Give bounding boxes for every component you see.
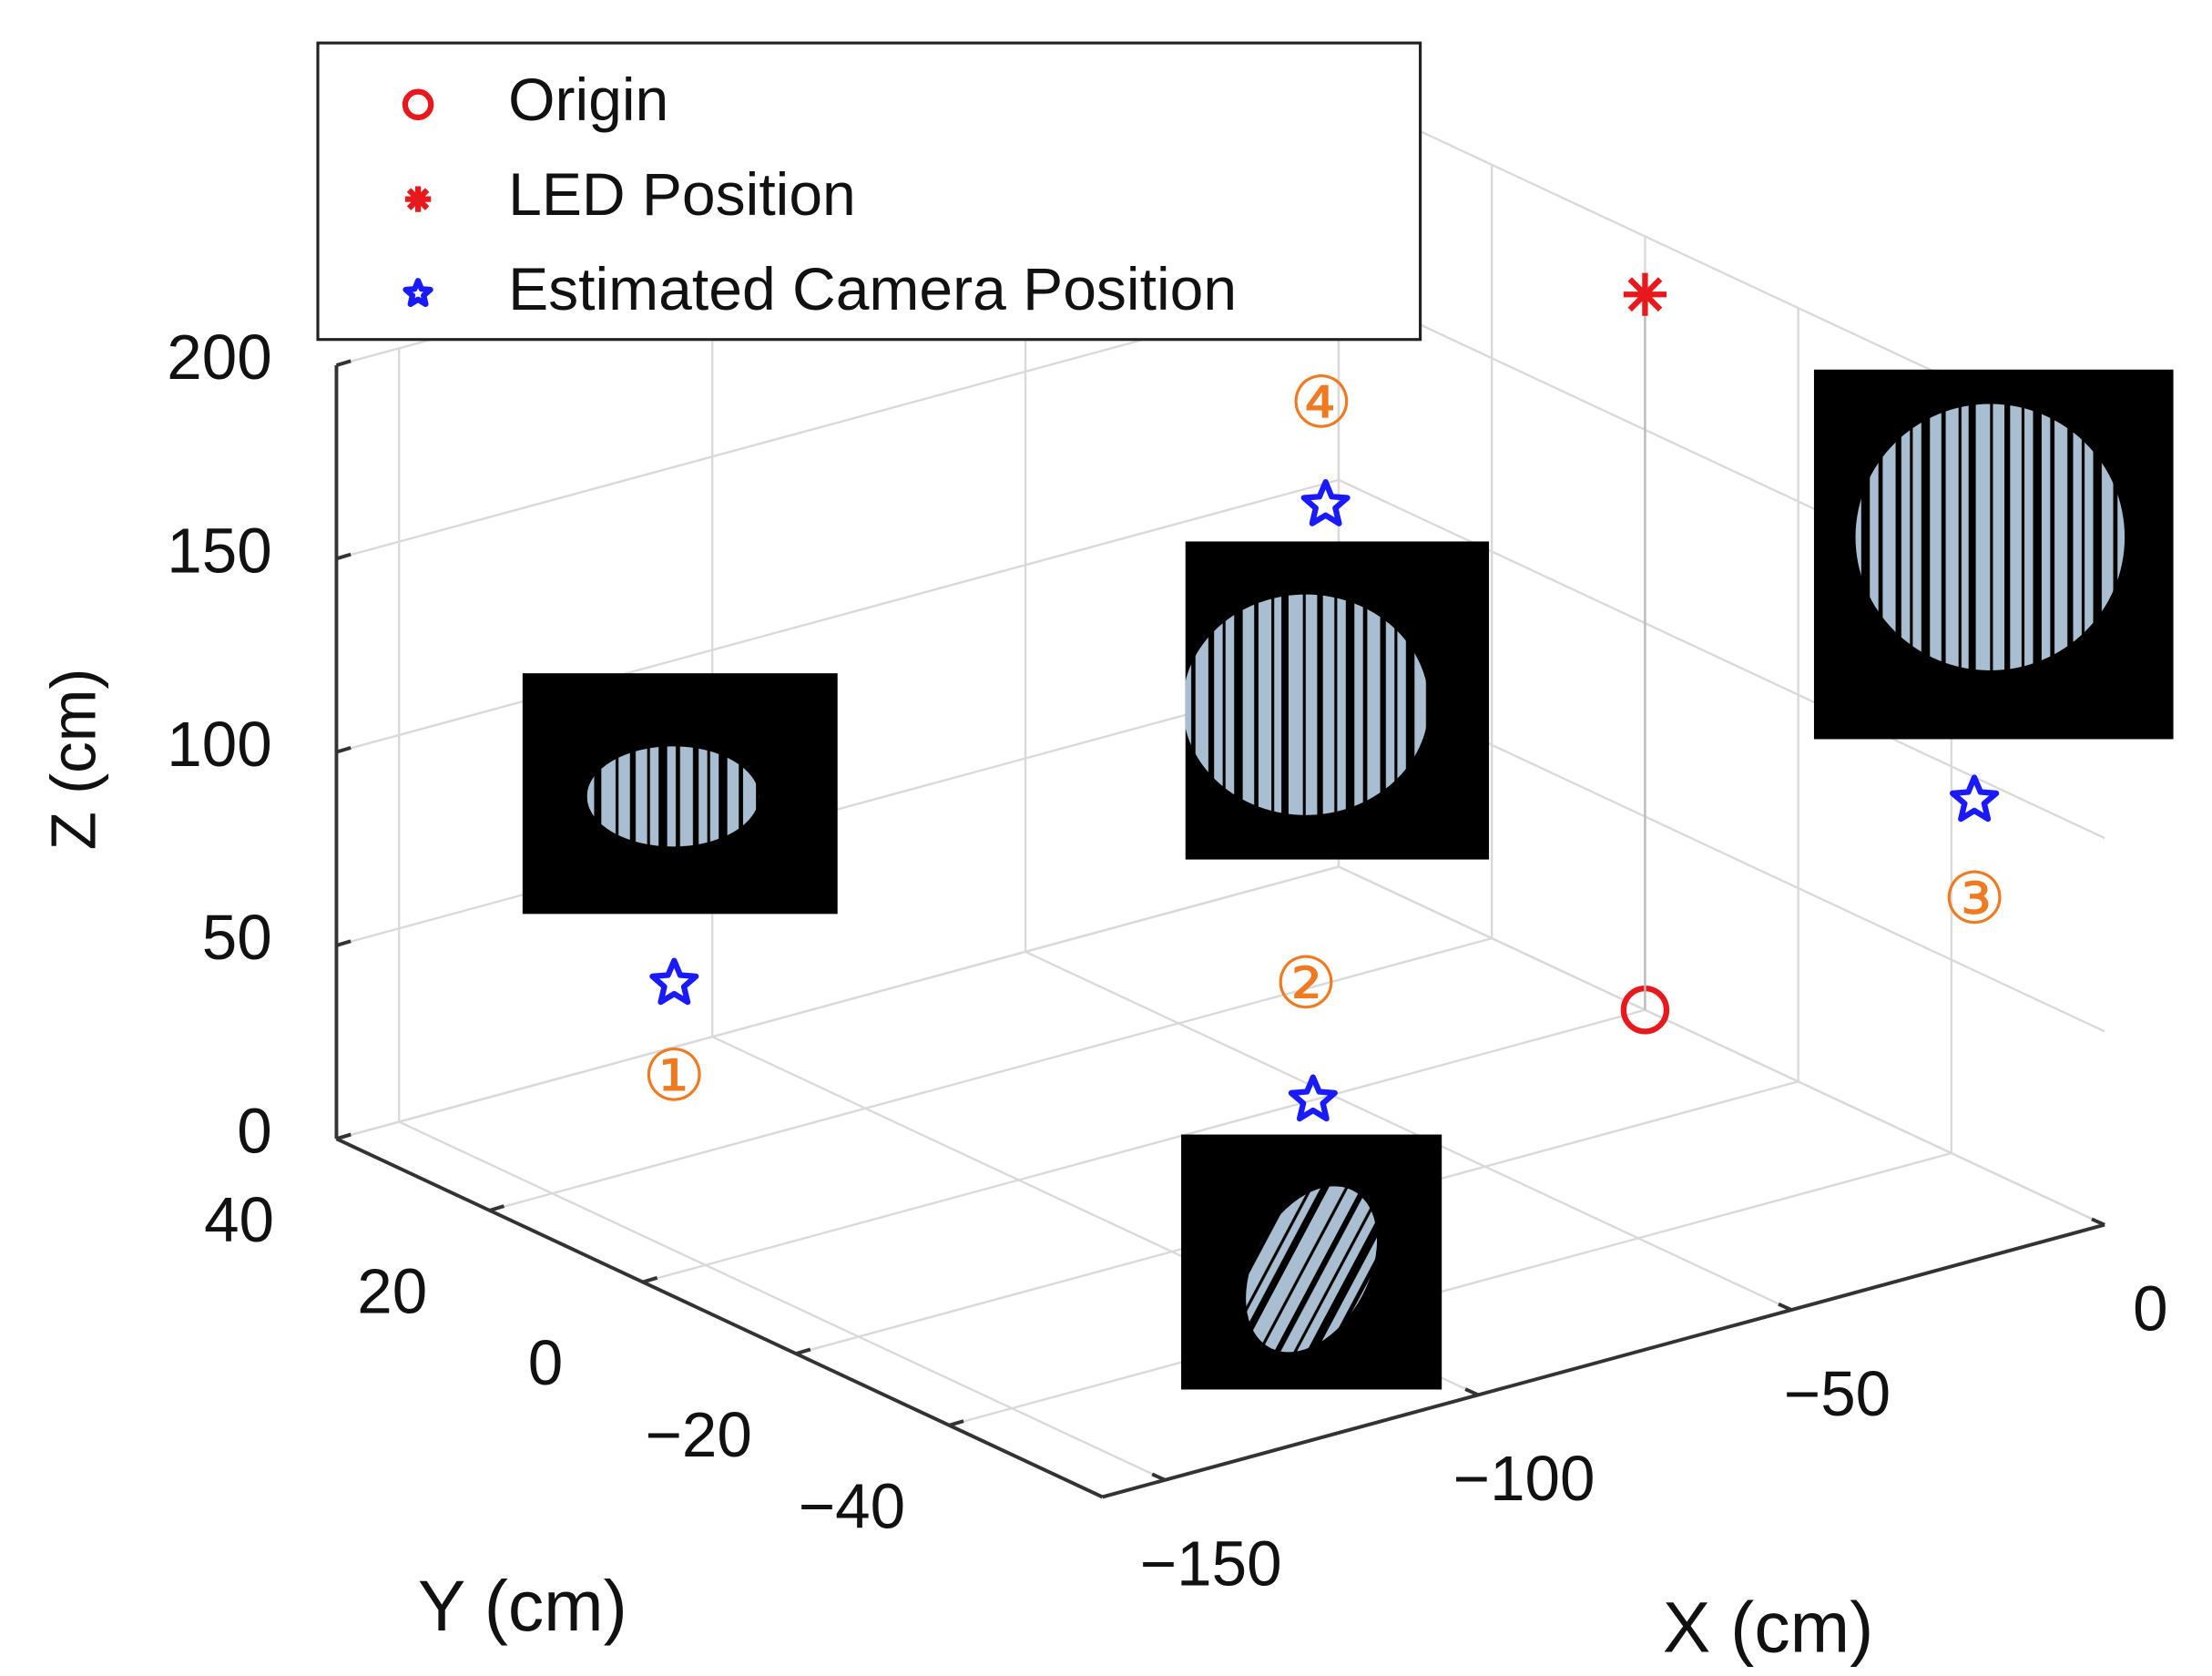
x-tick-label: −100: [1453, 1443, 1595, 1514]
x-tick: [1464, 1387, 1480, 1397]
z-tick-label: 200: [167, 322, 271, 393]
point-label: ③: [1942, 856, 2006, 940]
z-tick: [335, 552, 352, 561]
marker-star: [403, 278, 433, 308]
grid-line: [398, 1120, 1166, 1481]
marker-circle: [402, 88, 434, 121]
inset-image: [1185, 541, 1490, 860]
legend: Origin LED Position Estimated Camera Posit…: [316, 41, 1422, 342]
marker-star: [1949, 774, 2000, 823]
z-tick: [335, 746, 352, 754]
x-axis-label: X (cm): [1663, 1588, 1873, 1668]
inset-image: [1181, 1134, 1442, 1390]
y-tick-label: 20: [357, 1256, 427, 1327]
z-tick-label: 0: [237, 1095, 271, 1166]
y-tick-label: −40: [799, 1470, 905, 1541]
x-tick-label: 0: [2133, 1272, 2167, 1344]
legend-label: LED Position: [508, 160, 856, 228]
z-tick: [335, 939, 352, 947]
y-axis: [335, 1137, 1104, 1499]
z-tick: [335, 359, 352, 367]
x-tick: [1778, 1302, 1792, 1312]
z-axis-label: Z (cm): [38, 669, 109, 851]
x-tick-label: −150: [1140, 1528, 1282, 1599]
inset-image: [522, 673, 838, 915]
marker-asterisk: [1623, 272, 1667, 316]
grid-line: [336, 478, 1340, 753]
axis-layer: 0 50 100 150 200 −40 −20 0 20 40 −150 −100 −50 0: [167, 322, 2167, 1599]
grid-line: [1024, 950, 1792, 1312]
y-tick-label: 40: [204, 1184, 274, 1255]
legend-entries: Origin LED Position Estimated Camera Posit…: [402, 66, 1237, 322]
y-tick: [642, 1275, 658, 1284]
y-tick-label: −20: [646, 1399, 752, 1470]
z-tick-label: 100: [167, 709, 271, 780]
grid-line: [336, 865, 1340, 1140]
inset-image: [1813, 369, 2174, 740]
marker-star: [1300, 479, 1351, 526]
marker-asterisk: [404, 186, 432, 212]
grid-line: [642, 1008, 1646, 1283]
x-tick-label: −50: [1784, 1358, 1891, 1429]
point-label: ④: [1289, 361, 1353, 445]
legend-label: Estimated Camera Position: [508, 255, 1237, 322]
y-tick: [795, 1347, 811, 1356]
inset-images: [522, 369, 2174, 1390]
legend-box: [316, 41, 1422, 342]
marker-star: [1288, 1074, 1338, 1122]
y-tick: [489, 1204, 505, 1212]
grid-line: [949, 1151, 1952, 1426]
x-tick: [1151, 1472, 1167, 1482]
x-axis: [1102, 1222, 2105, 1499]
grid-line: [489, 936, 1493, 1212]
x-tick: [2091, 1217, 2105, 1227]
marker-star: [649, 957, 699, 1006]
y-tick: [948, 1419, 964, 1427]
mark-layer: [1620, 272, 1670, 1035]
y-tick: [335, 1132, 352, 1141]
y-axis-label: Y (cm): [418, 1566, 627, 1646]
grid-line: [1338, 865, 2105, 1226]
z-tick-label: 150: [167, 515, 271, 586]
top-layer: ① ② ③ ④: [642, 361, 2006, 1122]
z-tick-label: 50: [202, 902, 272, 973]
point-label: ①: [642, 1034, 706, 1118]
point-label: ②: [1274, 942, 1338, 1026]
legend-label: Origin: [508, 66, 668, 133]
y-tick-label: 0: [528, 1327, 563, 1398]
